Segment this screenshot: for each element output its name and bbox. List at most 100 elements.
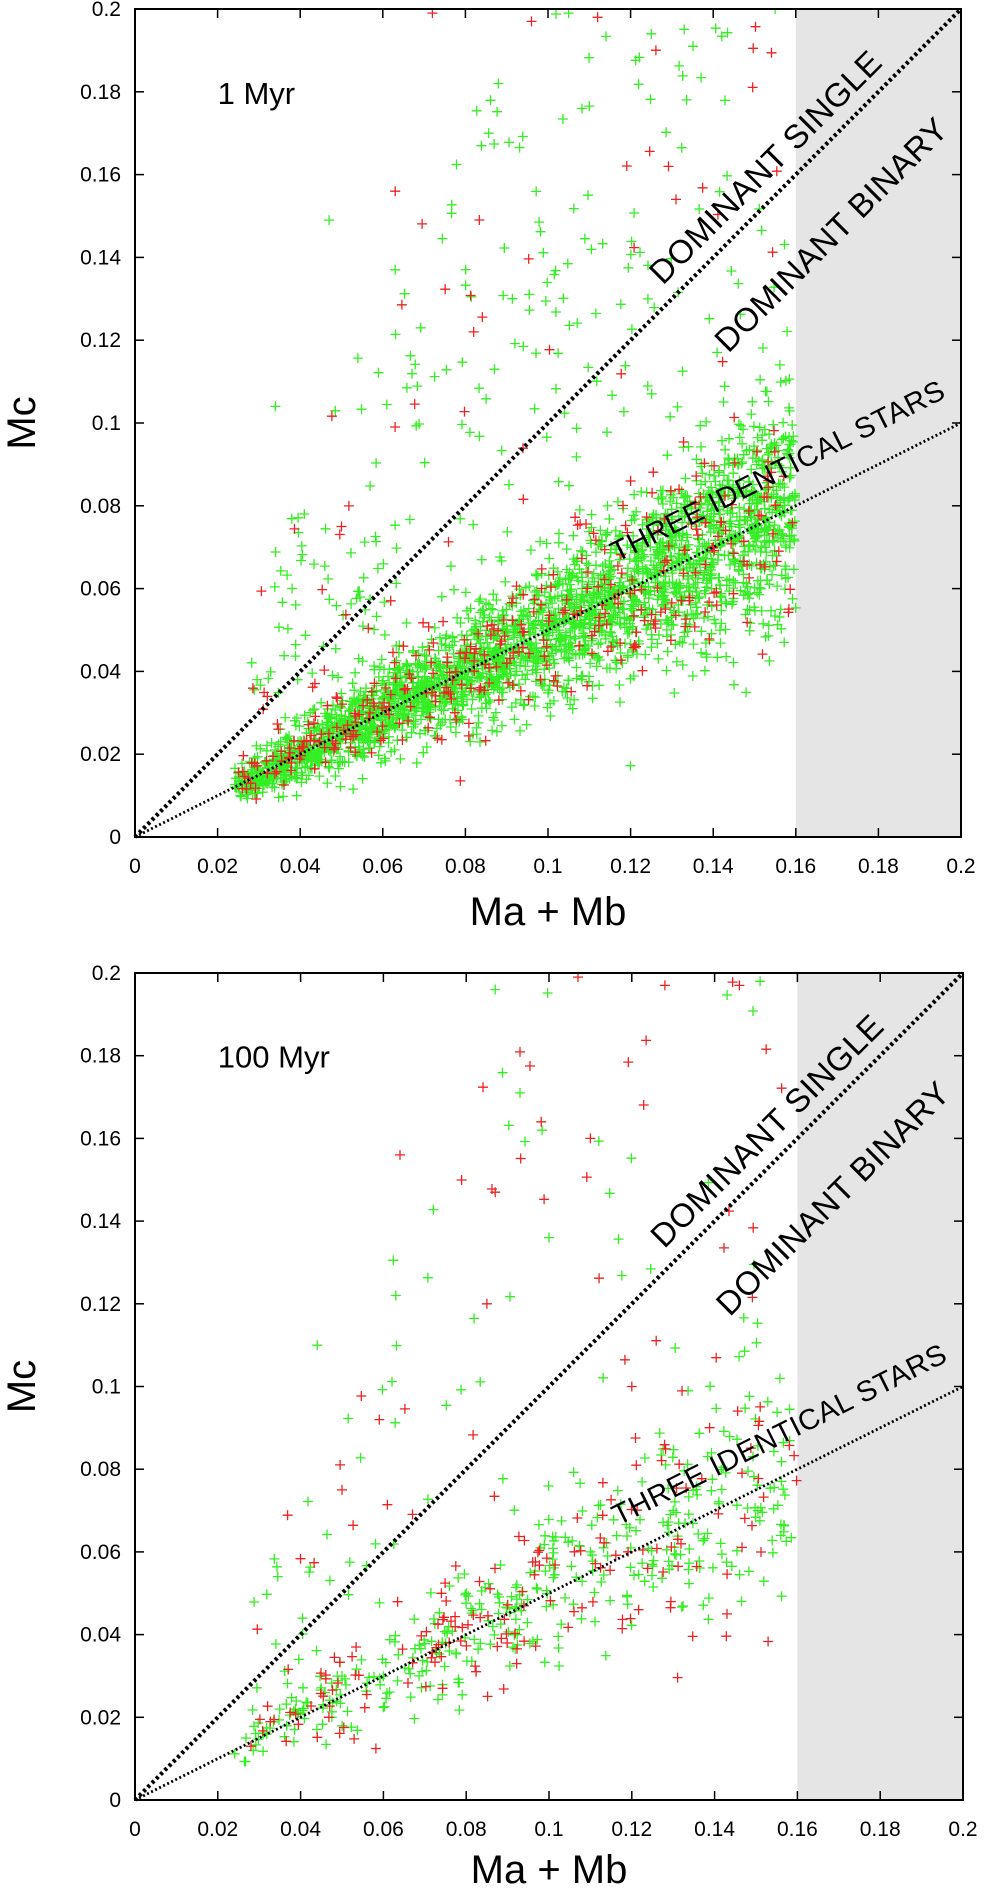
green-point [359, 537, 370, 548]
green-point [511, 1579, 522, 1590]
green-point [728, 657, 739, 668]
red-point [482, 621, 493, 631]
green-point [548, 1572, 559, 1583]
green-point [274, 1704, 285, 1715]
red-point [505, 653, 516, 664]
green-point [255, 680, 266, 691]
green-point [502, 526, 513, 537]
green-point [287, 583, 298, 594]
green-point [588, 568, 599, 579]
green-point [303, 753, 314, 763]
green-point [749, 521, 760, 532]
green-point [750, 545, 761, 555]
red-point [508, 647, 519, 658]
green-point [381, 399, 392, 410]
green-point [248, 1745, 259, 1756]
red-point [334, 529, 345, 540]
green-point [628, 671, 639, 681]
red-point [430, 1657, 440, 1668]
red-point [719, 1242, 729, 1253]
red-point [286, 765, 297, 776]
green-point [701, 652, 712, 663]
green-point [679, 499, 690, 510]
green-point [726, 1561, 737, 1572]
green-point [604, 569, 615, 580]
green-point [622, 1531, 632, 1541]
red-point [337, 699, 347, 710]
green-point [379, 630, 390, 640]
green-point [497, 669, 508, 680]
red-point [319, 665, 330, 676]
green-point [784, 1404, 795, 1415]
green-point [622, 569, 633, 580]
green-point [593, 1500, 604, 1511]
green-point [556, 632, 566, 643]
red-point [326, 411, 337, 422]
red-point [532, 1547, 543, 1558]
green-point [769, 1482, 780, 1493]
red-point [763, 1636, 774, 1647]
red-point [659, 557, 670, 568]
green-point [764, 536, 775, 546]
red-point [518, 494, 529, 505]
red-point [424, 712, 435, 723]
green-point [553, 1631, 564, 1642]
green-point [626, 324, 637, 335]
green-point [636, 486, 647, 497]
green-point [637, 538, 648, 549]
green-point [475, 671, 486, 682]
green-point [296, 540, 307, 551]
green-point [241, 1733, 251, 1743]
red-point [267, 751, 278, 762]
green-point [441, 1400, 452, 1411]
green-point [531, 1582, 542, 1593]
red-point [755, 559, 766, 570]
green-point [576, 1613, 587, 1624]
green-point [529, 701, 540, 711]
red-point [672, 1672, 683, 1683]
green-point [777, 479, 788, 489]
green-point [631, 564, 642, 574]
green-point [562, 585, 573, 596]
green-point [422, 711, 433, 722]
green-point [667, 558, 678, 569]
green-point [750, 488, 761, 499]
green-point [383, 717, 394, 727]
green-point [455, 645, 466, 656]
red-point [350, 747, 361, 758]
green-point [296, 555, 306, 566]
green-point [734, 502, 745, 513]
green-point [487, 1621, 498, 1632]
green-point [752, 1318, 763, 1329]
red-point [695, 491, 706, 502]
red-point [548, 675, 559, 686]
red-point [512, 1643, 522, 1654]
red-point [501, 1628, 512, 1639]
red-point [674, 484, 685, 495]
green-point [246, 657, 257, 668]
green-point [524, 639, 535, 650]
red-point [737, 1468, 747, 1479]
green-point [372, 563, 383, 574]
red-point [778, 471, 789, 482]
green-point [615, 619, 626, 630]
green-point [300, 630, 311, 641]
red-point [335, 1459, 346, 1470]
red-point [651, 1335, 662, 1346]
red-point [625, 1613, 636, 1624]
green-point [289, 715, 300, 726]
green-point [715, 580, 726, 591]
green-point [535, 1542, 546, 1553]
red-point [507, 680, 518, 690]
red-point [439, 1612, 450, 1623]
green-point [764, 504, 775, 515]
green-point [758, 1576, 769, 1587]
red-point [582, 567, 593, 577]
red-point [441, 682, 452, 693]
green-point [743, 1566, 754, 1577]
green-point [692, 1489, 703, 1500]
red-point [375, 735, 386, 746]
green-point [428, 1204, 439, 1215]
green-point [584, 604, 595, 615]
green-point [625, 249, 636, 260]
